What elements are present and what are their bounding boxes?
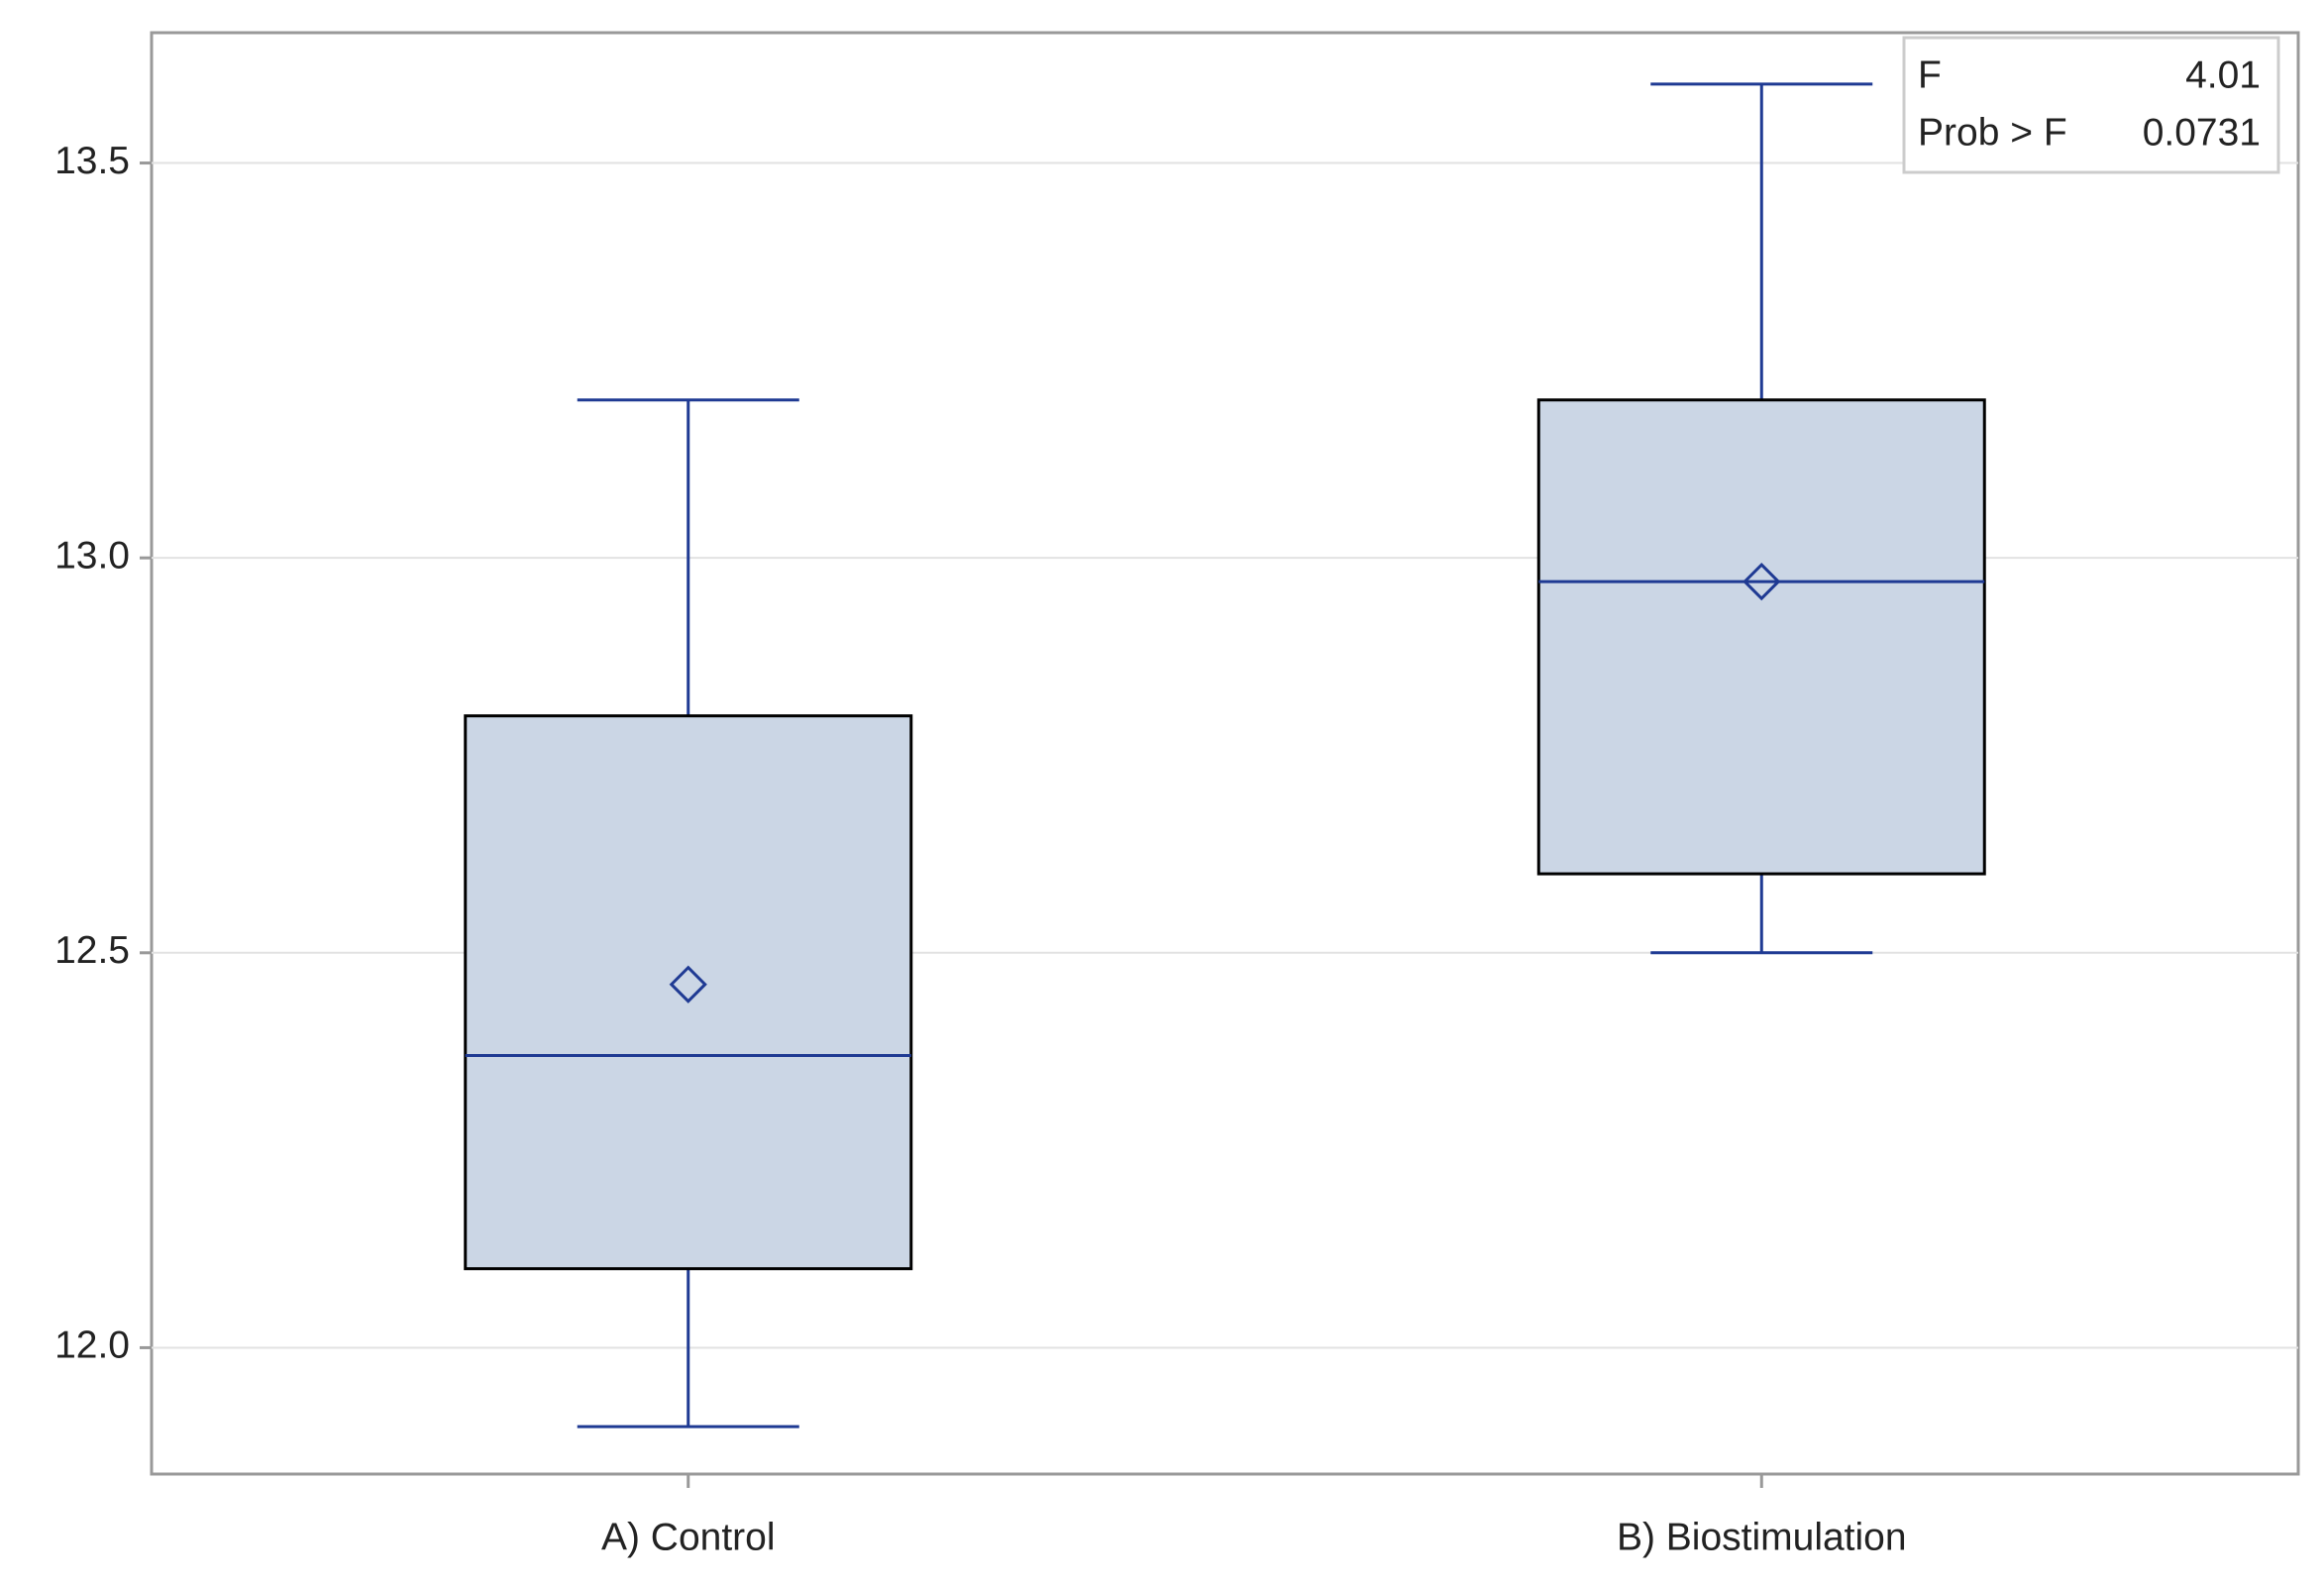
inset-label: Prob > F <box>1918 111 2067 154</box>
mean-marker <box>1743 562 1781 601</box>
y-tick-label: 13.0 <box>54 534 130 577</box>
inset-frame <box>1902 36 2280 174</box>
x-tick-label: A) Control <box>601 1516 776 1558</box>
box <box>464 714 913 1271</box>
y-tick-label: 12.5 <box>54 929 130 972</box>
y-tick-label: 12.0 <box>54 1324 130 1367</box>
inset-value: 4.01 <box>2185 53 2261 96</box>
mean-marker <box>669 965 707 1004</box>
y-tick-label: 13.5 <box>54 140 130 182</box>
inset-label: F <box>1918 53 1942 96</box>
x-tick-label: B) Biostimulation <box>1617 1516 1907 1558</box>
inset-value: 0.0731 <box>2143 111 2261 154</box>
box <box>1536 398 1986 876</box>
